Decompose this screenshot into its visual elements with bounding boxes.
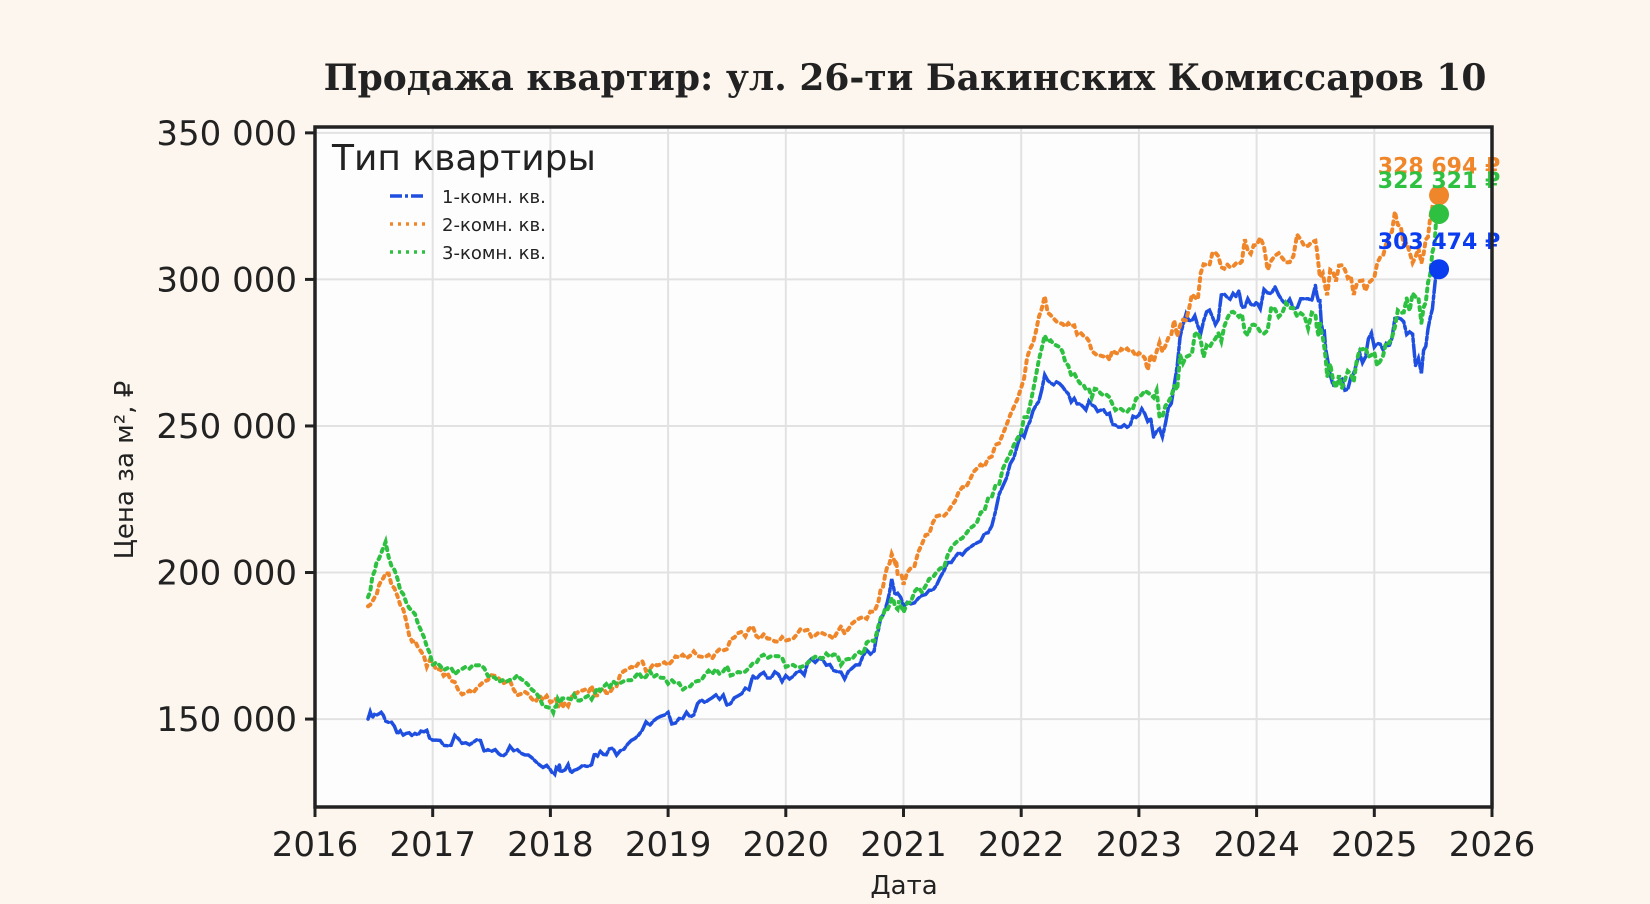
series-line-3 bbox=[366, 208, 1441, 718]
series-layer bbox=[366, 193, 1441, 778]
end-marker bbox=[1429, 203, 1450, 224]
end-marker bbox=[1429, 185, 1450, 206]
series-line-2 bbox=[366, 193, 1441, 714]
x-axis: 2016 2017 2018 2019 2020 2021 2022 2023 2024 2025… bbox=[272, 807, 1536, 865]
series-line-1 bbox=[366, 260, 1441, 778]
y-tick-label: 150 000 bbox=[156, 700, 297, 740]
x-tick-label: 2022 bbox=[978, 825, 1065, 865]
x-axis-label: Дата bbox=[870, 871, 937, 900]
x-tick-label: 2023 bbox=[1096, 825, 1183, 865]
end-value-label: 328 694 ₽ bbox=[1378, 154, 1500, 179]
y-tick-label: 350 000 bbox=[156, 114, 297, 154]
x-tick-label: 2016 bbox=[272, 825, 359, 865]
x-tick-label: 2021 bbox=[860, 825, 947, 865]
y-axis: 150 000 200 000 250 000 300 000 350 000 bbox=[156, 114, 315, 740]
x-tick-label: 2020 bbox=[743, 825, 830, 865]
x-tick-label: 2024 bbox=[1213, 825, 1300, 865]
x-tick-label: 2018 bbox=[507, 825, 594, 865]
chart-title: Продажа квартир: ул. 26-ти Бакинских Ком… bbox=[324, 57, 1487, 99]
y-tick-label: 200 000 bbox=[156, 554, 297, 594]
y-tick-label: 300 000 bbox=[156, 260, 297, 300]
y-axis-label: Цена за м², ₽ bbox=[110, 381, 140, 560]
x-tick-label: 2025 bbox=[1331, 825, 1418, 865]
legend-item-label: 2-комн. кв. bbox=[442, 215, 546, 236]
legend-title: Тип квартиры bbox=[331, 138, 596, 179]
x-tick-label: 2017 bbox=[389, 825, 476, 865]
annotations: 328 694 ₽322 321 ₽ 303 474 ₽ bbox=[1378, 154, 1500, 280]
end-value-label: 322 321 ₽ bbox=[1378, 169, 1500, 194]
x-tick-label: 2019 bbox=[625, 825, 712, 865]
legend-items: 1-комн. кв. 2-комн. кв. 3-комн. кв. bbox=[390, 187, 546, 264]
x-tick-label: 2026 bbox=[1449, 825, 1536, 865]
legend-item-label: 3-комн. кв. bbox=[442, 243, 546, 264]
y-tick-label: 250 000 bbox=[156, 407, 297, 447]
legend-item-label: 1-комн. кв. bbox=[442, 187, 546, 208]
end-marker bbox=[1429, 259, 1450, 280]
end-value-label: 303 474 ₽ bbox=[1378, 230, 1500, 255]
legend: Тип квартиры 1-комн. кв. 2-комн. кв. 3-ком… bbox=[331, 138, 596, 264]
